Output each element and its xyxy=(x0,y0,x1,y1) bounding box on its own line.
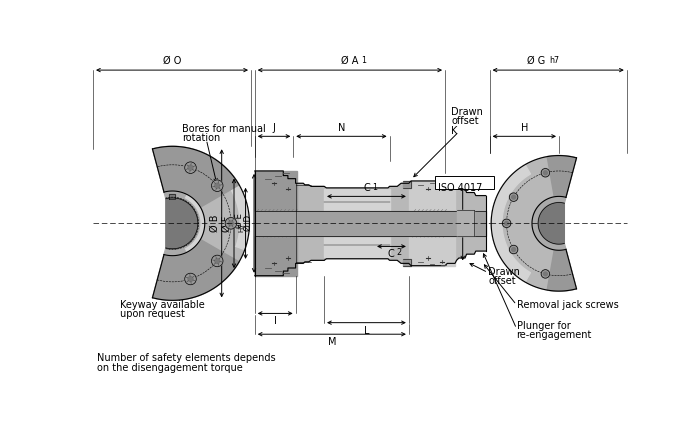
Text: C: C xyxy=(388,249,395,259)
Text: Ø O: Ø O xyxy=(163,56,181,66)
Text: 2: 2 xyxy=(396,248,402,257)
Polygon shape xyxy=(206,157,249,250)
Circle shape xyxy=(543,272,547,276)
Polygon shape xyxy=(491,165,531,282)
Polygon shape xyxy=(547,249,577,291)
Text: Ø F: Ø F xyxy=(222,215,232,232)
Text: rotation: rotation xyxy=(182,133,220,143)
Text: Removal jack screws: Removal jack screws xyxy=(517,299,618,310)
Text: 2: 2 xyxy=(256,227,262,232)
Circle shape xyxy=(215,258,220,264)
Circle shape xyxy=(541,270,550,278)
Text: Ø G: Ø G xyxy=(526,56,545,66)
Circle shape xyxy=(185,273,196,285)
Text: I: I xyxy=(274,316,276,326)
Polygon shape xyxy=(532,196,566,250)
Polygon shape xyxy=(255,171,486,276)
Text: K: K xyxy=(452,125,458,136)
Polygon shape xyxy=(255,211,486,236)
Circle shape xyxy=(505,222,508,225)
Polygon shape xyxy=(491,155,577,291)
Text: C: C xyxy=(363,183,370,193)
Polygon shape xyxy=(169,194,176,199)
Text: Plunger for: Plunger for xyxy=(517,321,570,331)
Text: Ø P: Ø P xyxy=(473,216,482,231)
Text: F7: F7 xyxy=(455,223,461,231)
Text: 1: 1 xyxy=(372,183,377,192)
Polygon shape xyxy=(153,146,249,300)
Polygon shape xyxy=(153,146,239,207)
Text: M: M xyxy=(328,337,336,347)
Polygon shape xyxy=(403,259,411,266)
Polygon shape xyxy=(409,181,455,266)
Text: Ø D: Ø D xyxy=(244,215,253,231)
Circle shape xyxy=(211,255,223,267)
Circle shape xyxy=(188,276,193,281)
Circle shape xyxy=(185,162,196,174)
Polygon shape xyxy=(202,166,239,246)
Text: upon request: upon request xyxy=(120,309,185,319)
Text: L: L xyxy=(364,326,369,336)
Circle shape xyxy=(215,183,220,188)
Text: on the disengagement torque: on the disengagement torque xyxy=(97,363,243,373)
Text: offset: offset xyxy=(452,117,479,126)
Circle shape xyxy=(512,195,515,199)
Polygon shape xyxy=(166,198,198,249)
Polygon shape xyxy=(324,190,389,257)
Text: N: N xyxy=(337,123,345,133)
Polygon shape xyxy=(164,191,204,256)
Text: Keyway available: Keyway available xyxy=(120,299,205,310)
Text: Ø A: Ø A xyxy=(341,56,358,66)
Text: H: H xyxy=(521,123,528,133)
Polygon shape xyxy=(547,155,577,197)
Text: Ø E: Ø E xyxy=(235,213,244,228)
Circle shape xyxy=(503,219,511,228)
Text: ISO 4017: ISO 4017 xyxy=(438,183,482,193)
Circle shape xyxy=(512,248,515,252)
Text: Ø B: Ø B xyxy=(209,214,219,232)
Circle shape xyxy=(543,171,547,175)
Text: Drawn: Drawn xyxy=(488,267,520,277)
Text: 1: 1 xyxy=(360,56,365,65)
Circle shape xyxy=(510,193,518,202)
Circle shape xyxy=(228,221,233,226)
Circle shape xyxy=(211,180,223,191)
Circle shape xyxy=(510,245,518,254)
Circle shape xyxy=(188,165,193,170)
Polygon shape xyxy=(538,202,564,244)
Polygon shape xyxy=(255,171,297,276)
Text: h7: h7 xyxy=(550,56,560,65)
Text: H7: H7 xyxy=(238,222,244,232)
Circle shape xyxy=(541,168,550,177)
Text: J: J xyxy=(272,123,276,133)
Text: Drawn: Drawn xyxy=(452,107,483,117)
Text: Ø D: Ø D xyxy=(452,211,461,228)
Text: 1: 1 xyxy=(464,217,470,222)
FancyBboxPatch shape xyxy=(435,176,494,189)
Text: offset: offset xyxy=(488,276,516,287)
Circle shape xyxy=(225,218,237,229)
Text: Number of safety elements depends: Number of safety elements depends xyxy=(97,354,276,363)
Text: re-engagement: re-engagement xyxy=(517,330,592,340)
Polygon shape xyxy=(456,210,475,237)
Text: Bores for manual: Bores for manual xyxy=(182,124,265,134)
Polygon shape xyxy=(153,240,239,300)
Polygon shape xyxy=(403,181,411,188)
